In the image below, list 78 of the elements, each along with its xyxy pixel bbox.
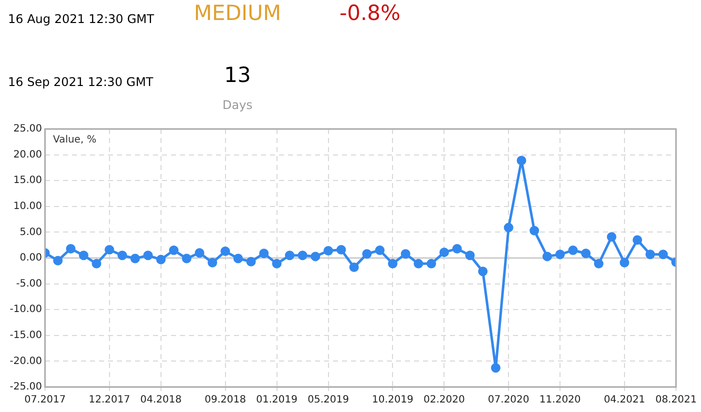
point bbox=[530, 226, 540, 236]
point bbox=[620, 258, 630, 268]
x-tick-label: 05.2019 bbox=[308, 394, 349, 406]
y-tick-label: 5.00 bbox=[20, 226, 42, 238]
point bbox=[272, 258, 282, 268]
text: MEDIUM bbox=[192, 0, 282, 26]
point bbox=[118, 250, 128, 260]
y-axis-title: Value, % bbox=[53, 134, 96, 146]
y-tick-label: -5.00 bbox=[16, 278, 42, 290]
x-tick-label: 11.2020 bbox=[539, 394, 581, 406]
point bbox=[208, 258, 218, 268]
point bbox=[414, 258, 424, 268]
x-tick-label: 02.2020 bbox=[424, 394, 465, 406]
y-tick-label: -25.00 bbox=[10, 382, 42, 393]
text: 16 Aug 2021 12:30 GMT bbox=[8, 12, 154, 26]
x-tick-label: 12.2017 bbox=[88, 394, 130, 406]
point bbox=[104, 244, 114, 254]
text: Days bbox=[222, 97, 254, 114]
y-tick-label: 20.00 bbox=[13, 149, 42, 160]
point bbox=[92, 258, 102, 268]
point bbox=[220, 246, 230, 256]
point bbox=[53, 256, 63, 266]
x-tick-label: 10.2019 bbox=[372, 394, 414, 406]
point bbox=[169, 246, 179, 256]
point bbox=[490, 363, 500, 373]
point bbox=[439, 248, 449, 258]
x-tick-label: 07.2017 bbox=[24, 394, 66, 406]
point bbox=[259, 248, 269, 258]
text: -0.8% bbox=[338, 0, 402, 26]
point bbox=[324, 246, 334, 256]
point bbox=[336, 244, 346, 254]
point bbox=[284, 250, 294, 260]
point bbox=[388, 258, 398, 268]
point bbox=[568, 246, 578, 256]
point bbox=[194, 248, 204, 258]
y-tick-label: -15.00 bbox=[10, 330, 42, 341]
point bbox=[246, 256, 256, 266]
y-tick-label: -20.00 bbox=[10, 356, 42, 367]
y-tick-label: -10.00 bbox=[10, 304, 42, 316]
point bbox=[426, 258, 436, 268]
point bbox=[298, 250, 308, 260]
y-tick-label: 0.00 bbox=[20, 252, 42, 264]
point bbox=[606, 232, 616, 242]
x-tick-label: 07.2020 bbox=[488, 394, 530, 406]
point bbox=[233, 254, 243, 264]
point bbox=[478, 266, 488, 276]
x-tick-label: 01.2019 bbox=[256, 394, 298, 406]
point bbox=[516, 156, 526, 166]
point bbox=[78, 250, 88, 260]
y-tick-label: 10.00 bbox=[13, 200, 42, 212]
point bbox=[182, 254, 192, 264]
point bbox=[465, 250, 475, 260]
point bbox=[349, 262, 359, 272]
text: 13 bbox=[223, 62, 252, 88]
point bbox=[542, 252, 552, 262]
point bbox=[581, 248, 591, 258]
point bbox=[645, 250, 655, 260]
point bbox=[310, 252, 320, 262]
point bbox=[375, 246, 385, 256]
y-tick-label: 25.00 bbox=[13, 124, 42, 135]
point bbox=[658, 250, 668, 260]
point bbox=[504, 222, 514, 232]
text: 16 Sep 2021 12:30 GMT bbox=[8, 74, 154, 91]
x-tick-label: 08.2021 bbox=[655, 394, 697, 406]
x-tick-label: 04.2018 bbox=[140, 394, 182, 406]
point bbox=[66, 244, 76, 254]
y-tick-label: 15.00 bbox=[13, 175, 42, 186]
point bbox=[632, 235, 642, 245]
point bbox=[130, 254, 140, 264]
point bbox=[400, 249, 410, 259]
point bbox=[156, 254, 166, 264]
x-tick-label: 04.2021 bbox=[604, 394, 646, 406]
point bbox=[362, 249, 372, 259]
point bbox=[452, 244, 462, 254]
x-tick-label: 09.2018 bbox=[204, 394, 246, 406]
point bbox=[143, 250, 153, 260]
point bbox=[555, 250, 565, 260]
point bbox=[594, 258, 604, 268]
